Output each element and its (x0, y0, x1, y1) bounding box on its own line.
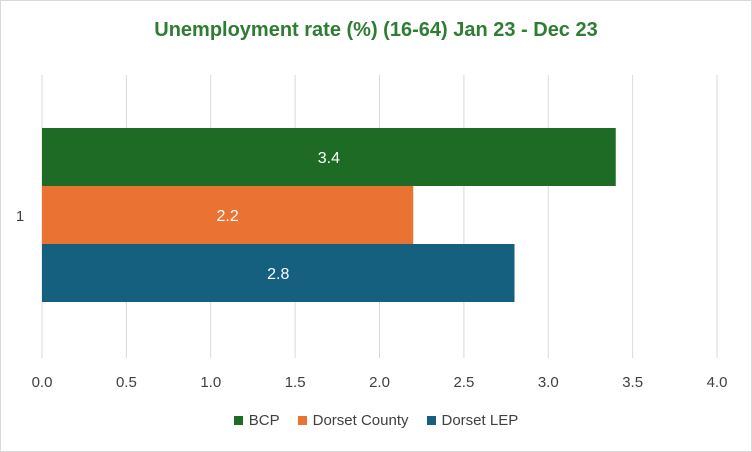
bar-dorset-lep (42, 244, 515, 302)
legend-item-dorset-county: Dorset County (297, 412, 409, 429)
x-tick-label: 1.5 (285, 374, 306, 391)
x-tick-label: 2.0 (369, 374, 390, 391)
data-label-dorset-lep: 2.8 (267, 266, 289, 283)
x-tick-label: 4.0 (707, 374, 728, 391)
legend-item-dorset-lep: Dorset LEP (426, 412, 519, 429)
data-label-dorset-county: 2.2 (217, 208, 239, 225)
legend-swatch-bcp (233, 416, 243, 425)
chart-title: Unemployment rate (%) (16-64) Jan 23 - D… (154, 19, 598, 41)
data-label-bcp: 3.4 (318, 150, 340, 167)
x-tick-label: 0.5 (116, 374, 137, 391)
legend-swatch-dorset-county (297, 416, 307, 425)
legend-swatch-dorset-lep (426, 416, 436, 425)
legend-label-dorset-county: Dorset County (312, 412, 409, 429)
bar-bcp (42, 128, 616, 186)
category-label: 1 (16, 208, 24, 225)
chart-legend: BCP Dorset County Dorset LEP (1, 412, 751, 429)
bar-dorset-county (42, 186, 414, 244)
x-tick-label: 2.5 (453, 374, 474, 391)
x-tick-label: 3.0 (538, 374, 559, 391)
x-tick-label: 3.5 (622, 374, 643, 391)
x-tick-label: 1.0 (200, 374, 221, 391)
legend-label-bcp: BCP (248, 412, 280, 429)
legend-item-bcp: BCP (233, 412, 280, 429)
legend-label-dorset-lep: Dorset LEP (441, 412, 519, 429)
x-tick-label: 0.0 (32, 374, 53, 391)
